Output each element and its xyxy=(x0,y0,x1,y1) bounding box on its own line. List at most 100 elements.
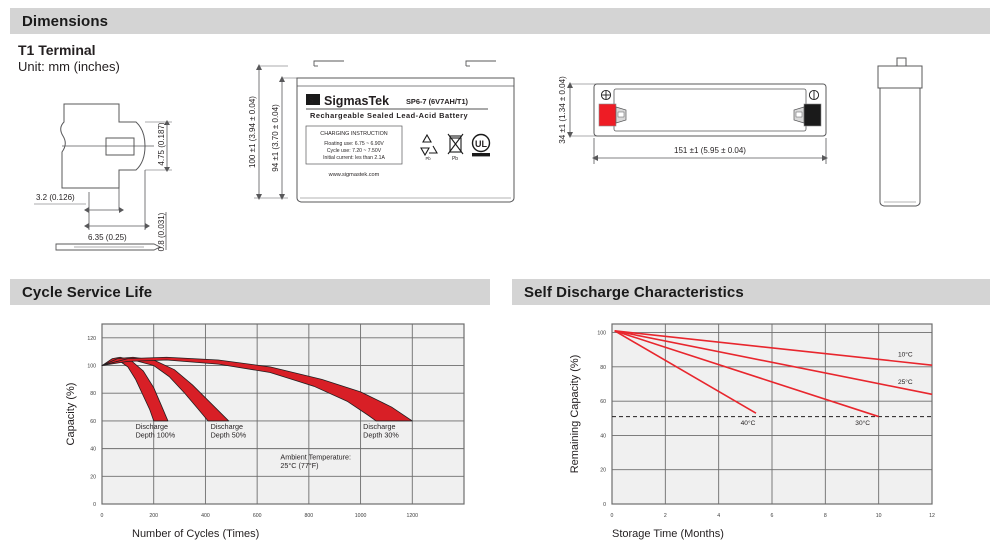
ul-icon: UL xyxy=(471,133,491,157)
t1-terminal-drawing: 4.75 (0.187) 3.2 (0.126) 6.35 (0.25) 0.8… xyxy=(14,92,229,252)
xtick-label: 10 xyxy=(876,513,882,519)
annotation-dod100-line1: Discharge xyxy=(136,422,168,431)
battery-top-view: 34 ±1 (1.34 ± 0.04) 151 ±1 (5.95 ± 0.04) xyxy=(548,52,858,237)
ytick-label: 60 xyxy=(600,399,606,405)
charging-line-floating: Floating use: 6.75 ~ 6.90V xyxy=(324,141,384,147)
xtick-label: 200 xyxy=(149,513,158,519)
xtick-label: 1200 xyxy=(407,513,419,519)
ytick-label: 60 xyxy=(90,419,96,425)
xtick-label: 0 xyxy=(101,513,104,519)
xtick-label: 6 xyxy=(771,513,774,519)
annotation-ambient-line2: 25°C (77°F) xyxy=(280,461,318,470)
end-view-terminal xyxy=(896,57,907,67)
discharge-line-30C xyxy=(614,330,879,418)
xtick-label: 800 xyxy=(305,513,314,519)
brand-mark-glyph: S xyxy=(308,96,313,105)
positive-terminal xyxy=(598,89,627,127)
recycle-pb-icon: Pb xyxy=(420,133,438,161)
brand-mark-icon xyxy=(306,94,320,105)
chart-xlabel: Storage Time (Months) xyxy=(612,528,724,540)
brand-name: SigmasTek xyxy=(324,94,389,108)
annotation-ambient-line1: Ambient Temperature: xyxy=(280,453,351,462)
end-view-lid xyxy=(877,65,923,89)
no-bin-pb-icon: Pb xyxy=(447,133,464,162)
ytick-label: 120 xyxy=(87,336,96,342)
ytick-label: 40 xyxy=(600,433,606,439)
chart-self-discharge: 0 2 4 6 8 10 12 0 20 40 60 80 100 10°C 25°C 30°C 40°C Sto… xyxy=(560,312,960,552)
recycle-pb-text: Pb xyxy=(425,156,431,161)
ytick-label: 0 xyxy=(603,502,606,508)
chart-cycle-service-life: 0 200 400 600 800 1000 1200 0 20 40 60 80 100 120 Disc… xyxy=(60,312,480,552)
dim-body-height-94 xyxy=(279,76,300,200)
annotation-dod30-line1: Discharge xyxy=(363,422,395,431)
dim-label-terminal-large-width: 6.35 (0.25) xyxy=(88,233,127,242)
ul-bar xyxy=(472,153,490,157)
temperature-label: 25°C xyxy=(898,378,913,386)
dim-width-3-2 xyxy=(34,188,124,213)
xtick-label: 0 xyxy=(611,513,614,519)
ytick-label: 0 xyxy=(93,502,96,508)
discharge-band xyxy=(101,356,413,422)
model-number: SP6-7 (6V7AH/T1) xyxy=(406,97,469,106)
ytick-label: 100 xyxy=(87,364,96,370)
plus-polarity-icon xyxy=(600,89,612,101)
discharge-line-40C xyxy=(614,330,757,414)
battery-label-artwork: S SigmasTek SP6-7 (6V7AH/T1) Rechargeabl… xyxy=(305,94,491,178)
annotation-dod50-line2: Depth 50% xyxy=(211,431,247,440)
terminal-outline xyxy=(60,103,146,189)
charging-instruction-title: CHARGING INSTRUCTION xyxy=(320,131,387,137)
label-subtitle: Rechargeable Sealed Lead-Acid Battery xyxy=(310,111,469,120)
negative-terminal xyxy=(793,89,822,127)
terminal-type-title: T1 Terminal xyxy=(18,42,96,58)
minus-polarity-icon xyxy=(808,89,820,101)
chart-xlabel: Number of Cycles (Times) xyxy=(132,528,259,540)
discharge-line-10C xyxy=(614,330,933,366)
ul-text: UL xyxy=(475,139,487,149)
annotation-dod100-line2: Depth 100% xyxy=(136,431,176,440)
dim-label-terminal-small-width: 3.2 (0.126) xyxy=(36,193,75,202)
xtick-label: 4 xyxy=(717,513,720,519)
discharge-line-25C xyxy=(614,330,933,396)
battery-end-view xyxy=(860,52,940,237)
xtick-label: 2 xyxy=(664,513,667,519)
battery-front-view: 100 ±1 (3.94 ± 0.04) 94 ±1 (3.70 ± 0.04)… xyxy=(240,52,525,237)
xtick-label: 8 xyxy=(824,513,827,519)
charging-line-cycle: Cycle use: 7.20 ~ 7.50V xyxy=(327,148,382,154)
charging-line-current: Initial current: les than 2.1A xyxy=(323,155,385,161)
xtick-label: 12 xyxy=(929,513,935,519)
temperature-label: 30°C xyxy=(855,419,870,427)
dim-label-terminal-height: 4.75 (0.187) xyxy=(157,122,166,165)
section-title-self-discharge: Self Discharge Characteristics xyxy=(524,283,744,301)
ytick-label: 20 xyxy=(90,474,96,480)
temperature-label: 10°C xyxy=(898,351,913,359)
chart-ylabel: Capacity (%) xyxy=(65,383,77,446)
top-case-outline xyxy=(593,83,827,137)
section-header-cycle-service-life: Cycle Service Life xyxy=(10,279,490,305)
ytick-label: 80 xyxy=(90,391,96,397)
ytick-label: 100 xyxy=(597,331,606,337)
chart-ylabel: Remaining Capacity (%) xyxy=(569,355,581,474)
temperature-label: 40°C xyxy=(741,419,756,427)
section-header-self-discharge: Self Discharge Characteristics xyxy=(512,279,990,305)
terminal-plate-side-view xyxy=(55,243,162,251)
website-text: www.sigmastek.com xyxy=(328,172,380,178)
annotation-dod30-line2: Depth 30% xyxy=(363,431,399,440)
ytick-label: 20 xyxy=(600,468,606,474)
section-title-cycle-service-life: Cycle Service Life xyxy=(22,283,153,301)
dim-label-body-height: 94 ±1 (3.70 ± 0.04) xyxy=(271,104,280,172)
end-view-body xyxy=(879,87,921,207)
ytick-label: 40 xyxy=(90,447,96,453)
section-header-dimensions: Dimensions xyxy=(10,8,990,34)
no-bin-pb-text: Pb xyxy=(452,156,458,162)
section-title-dimensions: Dimensions xyxy=(22,12,109,30)
dim-label-terminal-thickness: 0.8 (0.031) xyxy=(157,212,166,251)
dim-label-width: 34 ±1 (1.34 ± 0.04) xyxy=(558,76,567,144)
ytick-label: 80 xyxy=(600,365,606,371)
xtick-label: 400 xyxy=(201,513,210,519)
charging-instruction-box xyxy=(305,125,403,165)
xtick-label: 1000 xyxy=(355,513,367,519)
dim-label-length: 151 ±1 (5.95 ± 0.04) xyxy=(674,146,746,155)
dim-label-total-height: 100 ±1 (3.94 ± 0.04) xyxy=(248,96,257,168)
dim-length-151 xyxy=(592,138,828,164)
dim-height-4-75 xyxy=(145,120,172,172)
